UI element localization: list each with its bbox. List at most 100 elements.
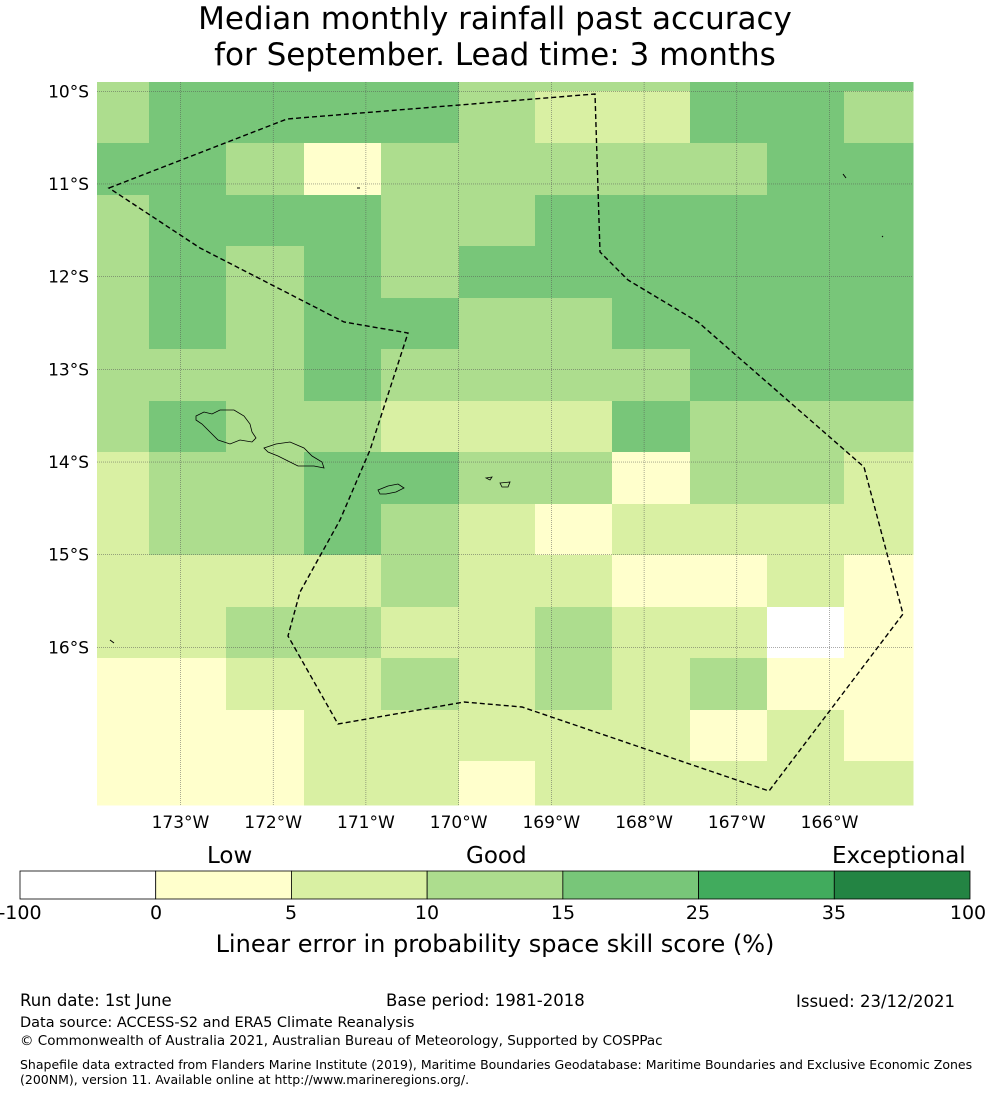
skill-cell — [381, 91, 460, 144]
skill-cell — [612, 658, 691, 711]
skill-cell — [767, 195, 845, 247]
skill-cell — [612, 452, 691, 505]
skill-cell — [459, 607, 536, 659]
skill-cell — [226, 246, 305, 299]
colorbar-label: Linear error in probability space skill … — [215, 930, 775, 958]
skill-cells — [97, 82, 914, 806]
island-tau-outline — [499, 481, 511, 488]
skill-cell — [612, 349, 691, 402]
skill-cell — [535, 710, 613, 762]
skill-cell — [149, 607, 227, 659]
colorbar-swatch — [155, 870, 292, 900]
skill-cell — [690, 504, 768, 556]
skill-cell — [612, 504, 691, 556]
island-savaii-outline — [263, 441, 325, 469]
skill-cell — [767, 91, 845, 144]
skill-cell — [97, 452, 150, 505]
skill-cell — [767, 607, 845, 659]
colorbar-tick: 5 — [284, 902, 298, 924]
skill-cell — [767, 658, 845, 711]
skill-cell — [767, 246, 845, 299]
skill-cell — [381, 710, 460, 762]
data-source: Data source: ACCESS-S2 and ERA5 Climate … — [20, 1015, 415, 1031]
skill-cell — [381, 246, 460, 299]
skill-cell — [535, 246, 613, 299]
skill-cell — [612, 555, 691, 608]
skill-cell — [97, 401, 150, 453]
skill-cell — [612, 195, 691, 247]
latitude-tick-label: 10°S — [48, 82, 89, 102]
skill-cell — [767, 401, 845, 453]
latitude-tick-label: 12°S — [48, 268, 89, 288]
skill-cell — [690, 658, 768, 711]
skill-cell — [149, 401, 227, 453]
skill-cell — [844, 82, 914, 92]
skill-cell — [767, 82, 845, 92]
longitude-tick-label: 169°W — [522, 813, 580, 833]
longitude-tick-labels: 173°W 172°W 171°W 170°W 169°W 168°W 167°W 166°W — [152, 813, 859, 833]
skill-cell — [149, 504, 227, 556]
colorbar-tick: 35 — [821, 902, 847, 924]
skill-cell — [381, 349, 460, 402]
skill-cell — [690, 452, 768, 505]
longitude-tick-label: 171°W — [337, 813, 395, 833]
skill-cell — [304, 761, 382, 806]
longitude-tick-label: 168°W — [615, 813, 673, 833]
skill-cell — [459, 658, 536, 711]
skill-cell — [226, 195, 305, 247]
skill-cell — [459, 298, 536, 350]
skill-cell — [844, 91, 914, 144]
skill-cell — [459, 195, 536, 247]
colorbar-tick: 10 — [414, 902, 440, 924]
colorbar — [19, 870, 971, 900]
skill-cell — [690, 349, 768, 402]
skill-cell — [97, 761, 150, 806]
colorbar-swatch — [698, 870, 835, 900]
skill-cell — [97, 607, 150, 659]
skill-cell — [381, 658, 460, 711]
skill-cell — [226, 761, 305, 806]
skill-cell — [304, 555, 382, 608]
colorbar-swatch — [19, 870, 157, 900]
skill-cell — [459, 504, 536, 556]
skill-cell — [767, 349, 845, 402]
island-ofu-outline — [484, 476, 493, 481]
skill-cell — [844, 298, 914, 350]
skill-cell — [226, 401, 305, 453]
longitude-tick-label: 167°W — [708, 813, 766, 833]
skill-cell — [97, 658, 150, 711]
skill-cell — [690, 555, 768, 608]
skill-cell — [97, 555, 150, 608]
skill-cell — [612, 91, 691, 144]
skill-cell — [226, 298, 305, 350]
skill-cell — [381, 82, 460, 92]
skill-cell — [535, 349, 613, 402]
skill-cell — [149, 91, 227, 144]
skill-cell — [535, 82, 613, 92]
skill-cell — [304, 143, 382, 196]
skill-cell — [612, 82, 691, 92]
chart-title-line-1: Median monthly rainfall past accuracy — [198, 1, 792, 37]
skill-cell — [304, 246, 382, 299]
skill-cell — [844, 504, 914, 556]
colorbar-category-good: Good — [466, 843, 527, 869]
skill-cell — [459, 761, 536, 806]
skill-cell — [459, 246, 536, 299]
skill-cell — [149, 143, 227, 196]
skill-cell — [381, 143, 460, 196]
skill-cell — [304, 349, 382, 402]
skill-cell — [226, 607, 305, 659]
skill-cell — [226, 143, 305, 196]
skill-cell — [226, 658, 305, 711]
skill-cell — [97, 82, 150, 92]
latitude-tick-label: 11°S — [48, 175, 89, 195]
skill-cell — [149, 710, 227, 762]
skill-cell — [535, 401, 613, 453]
island-tutuila-outline — [377, 483, 405, 495]
colorbar-tick: 25 — [685, 902, 711, 924]
skill-cell — [149, 82, 227, 92]
skill-cell — [226, 710, 305, 762]
islet-marker — [881, 235, 884, 238]
skill-cell — [612, 607, 691, 659]
